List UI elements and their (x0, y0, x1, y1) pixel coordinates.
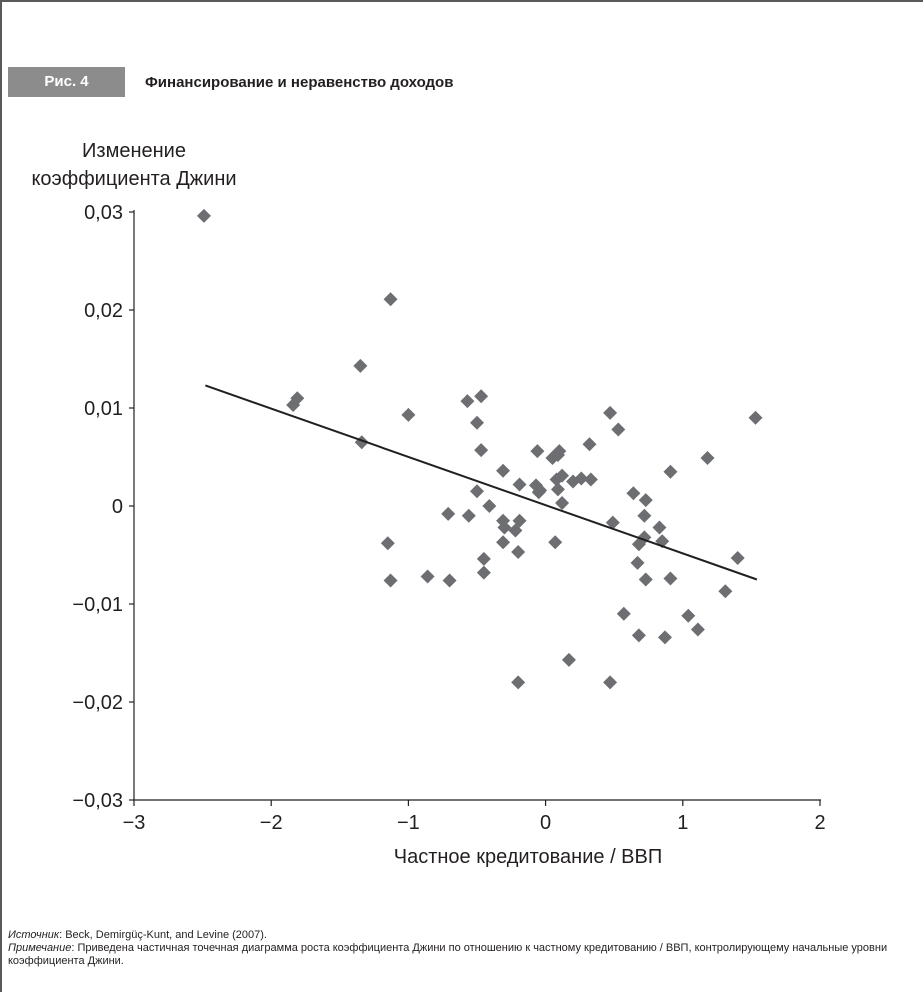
data-point (638, 493, 653, 508)
data-point (626, 486, 641, 501)
data-point (441, 506, 456, 521)
trendline (205, 384, 758, 581)
data-point (700, 450, 715, 465)
y-tick-label: 0 (112, 496, 123, 518)
data-point (616, 606, 631, 621)
source-note: Источник: Beck, Demirgüç-Kunt, and Levin… (8, 929, 913, 942)
data-point (555, 468, 570, 483)
x-tick-label: −2 (260, 812, 283, 834)
tick-labels: 0,03 0,02 0,01 0 −0,01 −0,02 −0,03−3 −2 −1 0 1 2 (72, 202, 825, 834)
data-point (690, 622, 705, 637)
source-label: Источник (8, 929, 60, 941)
data-point (657, 630, 672, 645)
data-point (383, 573, 398, 588)
data-point (353, 358, 368, 373)
data-point (681, 608, 696, 623)
data-point (420, 569, 435, 584)
y-axis-title-line-1: Изменение (82, 140, 186, 162)
note-text: : Приведена частичная точечная диаграмма… (8, 942, 888, 967)
data-point (474, 389, 489, 404)
data-point (401, 407, 416, 422)
data-point (497, 520, 512, 535)
scatter-chart: Изменение коэффициента Джини Частное кре… (31, 140, 825, 868)
data-point (561, 652, 576, 667)
data-point (555, 496, 570, 511)
data-point (512, 513, 527, 528)
figure-title: Финансирование и неравенство доходов (145, 74, 454, 91)
data-point (470, 415, 484, 430)
data-point (638, 572, 653, 587)
x-tick-label: 1 (677, 812, 688, 834)
data-point (442, 573, 457, 588)
data-point (611, 422, 626, 437)
y-tick-label: 0,01 (84, 398, 123, 420)
data-point (496, 535, 511, 550)
data-point (718, 584, 733, 599)
y-axis-title-line-2: коэффициента Джини (31, 168, 236, 190)
data-point (496, 463, 511, 478)
data-point (512, 477, 527, 492)
data-point (631, 628, 646, 643)
data-point (474, 443, 489, 458)
data-point (730, 550, 745, 565)
data-point (548, 535, 563, 550)
data-point (603, 675, 618, 690)
data-point (603, 405, 618, 420)
data-point (533, 483, 548, 498)
data-point (748, 410, 763, 425)
data-point (470, 484, 484, 499)
data-point (630, 555, 645, 570)
data-point (511, 675, 526, 690)
figure-number-badge: Рис. 4 (8, 67, 125, 97)
data-point (605, 515, 620, 530)
tick-marks (129, 211, 821, 806)
x-axis-title: Частное кредитование / ВВП (394, 846, 663, 868)
axes (133, 210, 821, 801)
source-text: : Beck, Demirgüç-Kunt, and Levine (2007)… (59, 929, 267, 941)
data-point (631, 537, 646, 552)
data-point (574, 471, 589, 486)
data-point (476, 565, 491, 580)
data-points (196, 208, 763, 690)
y-tick-label: −0,01 (72, 594, 123, 616)
data-point (482, 499, 497, 513)
data-point (383, 292, 398, 307)
note-label: Примечание (8, 942, 72, 954)
figure-notes: Источник: Beck, Demirgüç-Kunt, and Levin… (8, 929, 913, 968)
data-point (550, 482, 565, 497)
y-tick-label: −0,02 (72, 692, 123, 714)
trendline-segment (205, 384, 758, 581)
x-tick-label: 0 (540, 812, 551, 834)
y-tick-label: 0,02 (84, 300, 123, 322)
data-point (652, 520, 667, 535)
data-point (196, 208, 211, 223)
remark-note: Примечание: Приведена частичная точечная… (8, 942, 913, 968)
data-point (583, 472, 598, 487)
data-point (461, 508, 476, 523)
data-point (476, 551, 491, 566)
data-point (530, 444, 545, 459)
y-tick-label: −0,03 (72, 790, 123, 812)
x-tick-label: −1 (397, 812, 420, 834)
x-tick-label: 2 (814, 812, 825, 834)
data-point (460, 394, 475, 409)
data-point (663, 464, 678, 479)
data-point (290, 391, 305, 406)
y-tick-label: 0,03 (84, 202, 123, 224)
data-point (552, 444, 567, 459)
data-point (380, 536, 395, 551)
data-point (637, 508, 652, 523)
y-axis-title: Изменение коэффициента Джини (31, 140, 236, 190)
x-tick-label: −3 (123, 812, 146, 834)
data-point (511, 545, 526, 560)
data-point (582, 437, 597, 452)
data-point (663, 571, 678, 586)
